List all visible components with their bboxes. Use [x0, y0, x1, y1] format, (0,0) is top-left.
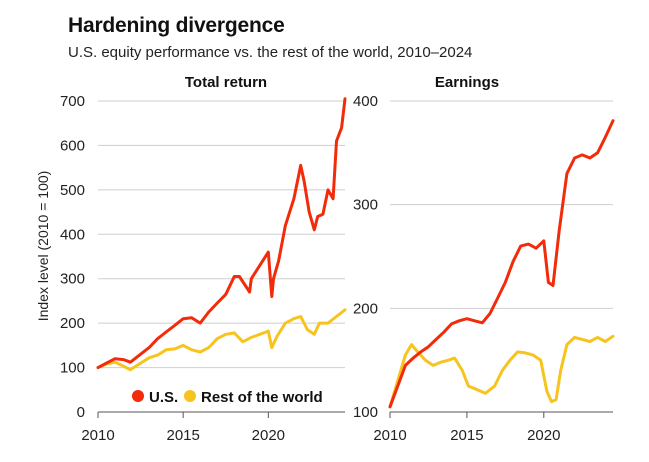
x-tick-label: 2015	[166, 427, 199, 444]
y-tick-label: 400	[60, 226, 85, 243]
x-tick-label: 2015	[450, 427, 483, 444]
legend-swatch	[184, 390, 196, 402]
y-tick-label: 200	[60, 315, 85, 332]
series-line-rest-of-the-world	[388, 334, 615, 409]
series-line-rest-of-the-world	[96, 308, 347, 372]
y-tick-label: 700	[60, 93, 85, 110]
y-tick-label: 100	[353, 404, 378, 421]
y-tick-label: 300	[60, 271, 85, 288]
y-tick-label: 0	[77, 404, 85, 421]
y-tick-label: 100	[60, 360, 85, 377]
x-tick-label: 2010	[373, 427, 406, 444]
y-axis-label: Index level (2010 = 100)	[35, 171, 51, 322]
x-tick-label: 2020	[527, 427, 560, 444]
y-tick-label: 300	[353, 197, 378, 214]
panel-title-0: Total return	[185, 74, 267, 91]
legend-label: U.S.	[149, 389, 178, 406]
series-line-u-s	[388, 119, 615, 409]
y-tick-label: 500	[60, 182, 85, 199]
y-tick-label: 400	[353, 93, 378, 110]
legend-swatch	[132, 390, 144, 402]
panel-title-1: Earnings	[435, 74, 499, 91]
y-tick-label: 200	[353, 300, 378, 317]
series-line-u-s	[96, 97, 347, 370]
chart-subtitle: U.S. equity performance vs. the rest of …	[68, 44, 473, 61]
legend-label: Rest of the world	[201, 389, 323, 406]
x-tick-label: 2020	[252, 427, 285, 444]
y-tick-label: 600	[60, 137, 85, 154]
chart-title: Hardening divergence	[68, 14, 285, 37]
x-tick-label: 2010	[81, 427, 114, 444]
